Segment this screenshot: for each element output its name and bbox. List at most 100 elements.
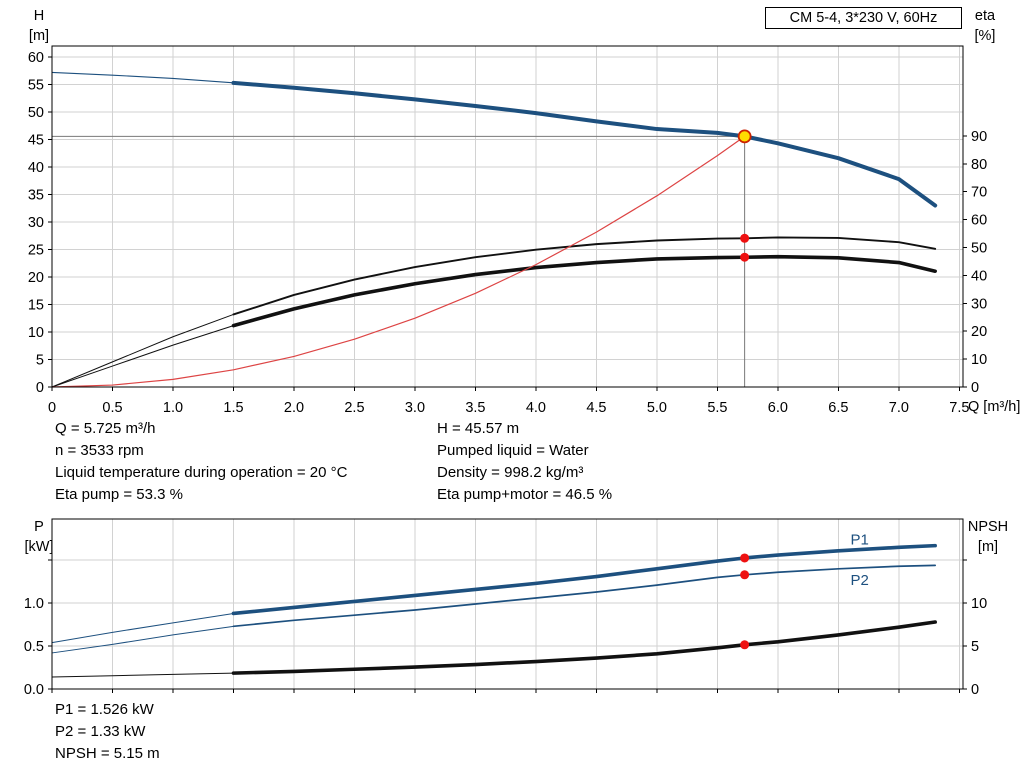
series-label-p1: P1 bbox=[850, 531, 868, 548]
x-tick-label: 6.0 bbox=[768, 400, 788, 416]
x-tick-label: 7.0 bbox=[889, 400, 909, 416]
y-left-tick-label: 0.5 bbox=[24, 639, 44, 655]
curve-eta-pump+motor bbox=[231, 254, 937, 328]
stat-head: H = 45.57 m bbox=[437, 420, 520, 437]
y-left-tick-label: 55 bbox=[28, 78, 44, 94]
y-right-tick-label: 40 bbox=[971, 268, 987, 284]
y-left-tick-label: 0 bbox=[36, 380, 44, 396]
stat-npsh: NPSH = 5.15 m bbox=[55, 745, 160, 762]
stat-eta-pump: Eta pump = 53.3 % bbox=[55, 486, 183, 503]
plot-frame bbox=[51, 518, 964, 690]
x-tick-label: 0.5 bbox=[102, 400, 122, 416]
y-left-tick-label: 0.0 bbox=[24, 682, 44, 698]
stat-p1: P1 = 1.526 kW bbox=[55, 701, 154, 718]
y-right-tick-label: 10 bbox=[971, 352, 987, 368]
x-tick-label: 1.0 bbox=[163, 400, 183, 416]
y-left-tick-label: 50 bbox=[28, 105, 44, 121]
curve-p1 bbox=[51, 612, 234, 644]
plot-frame bbox=[51, 45, 964, 388]
y-left-tick-label: 1.0 bbox=[24, 596, 44, 612]
y-left-tick-label: 25 bbox=[28, 243, 44, 259]
stat-speed: n = 3533 rpm bbox=[55, 442, 144, 459]
y-right-tick-label: 60 bbox=[971, 213, 987, 229]
x-tick-label: 0 bbox=[48, 400, 56, 416]
stat-density: Density = 998.2 kg/m³ bbox=[437, 464, 584, 481]
marker-dot bbox=[740, 233, 750, 243]
y-axis-title-head-symbol: H bbox=[33, 8, 45, 24]
y-left-tick-label: 35 bbox=[28, 188, 44, 204]
y-axis-title-npsh-unit: [m] bbox=[977, 539, 999, 555]
curve-eta-pump+motor bbox=[51, 325, 234, 388]
curve-p2 bbox=[232, 564, 937, 628]
y-left-tick-label: 45 bbox=[28, 133, 44, 149]
y-axis-title-power: P [kW] bbox=[16, 517, 62, 557]
y-axis-title-head-unit: [m] bbox=[28, 28, 50, 44]
y-right-tick-label: 30 bbox=[971, 296, 987, 312]
curve-npsh bbox=[51, 672, 234, 678]
x-axis-title-flow: Q [m³/h] bbox=[968, 399, 1021, 415]
y-right-tick-label: 80 bbox=[971, 157, 987, 173]
y-left-tick-label: 60 bbox=[28, 50, 44, 66]
marker-dot bbox=[740, 252, 750, 262]
series-label-p2: P2 bbox=[850, 572, 868, 589]
x-tick-label: 2.0 bbox=[284, 400, 304, 416]
y-left-tick-label: 5 bbox=[36, 353, 44, 369]
duty-point-marker bbox=[737, 129, 752, 144]
x-tick-label: 7.5 bbox=[949, 400, 969, 416]
y-right-tick-label: 70 bbox=[971, 185, 987, 201]
y-axis-title-npsh: NPSH [m] bbox=[960, 517, 1016, 557]
stat-flow: Q = 5.725 m³/h bbox=[55, 420, 156, 437]
y-right-tick-label: 5 bbox=[971, 639, 979, 655]
y-axis-title-power-unit: [kW] bbox=[24, 539, 54, 555]
curve-p2 bbox=[51, 625, 234, 654]
x-tick-label: 1.5 bbox=[223, 400, 243, 416]
y-axis-title-head: H [m] bbox=[18, 6, 60, 46]
stat-eta-pump-motor: Eta pump+motor = 46.5 % bbox=[437, 486, 613, 503]
x-tick-label: 3.5 bbox=[465, 400, 485, 416]
curve-system-curve bbox=[51, 135, 746, 388]
x-tick-label: 4.0 bbox=[526, 400, 546, 416]
curve-eta-pump bbox=[51, 313, 234, 388]
power-npsh-chart: P1 P2 0.0 0.5 1.0 0 5 10 bbox=[24, 518, 987, 698]
y-axis-title-power-symbol: P bbox=[34, 519, 44, 535]
curve-qh-curve bbox=[51, 71, 235, 84]
stat-p2: P2 = 1.33 kW bbox=[55, 723, 146, 740]
duty-stats-right-column: H = 45.57 m Pumped liquid = Water Densit… bbox=[437, 418, 612, 506]
y-right-tick-label: 90 bbox=[971, 129, 987, 145]
x-tick-label: 5.5 bbox=[707, 400, 727, 416]
stat-pumped-liquid: Pumped liquid = Water bbox=[437, 442, 589, 459]
marker-dot bbox=[740, 570, 750, 580]
y-left-tick-label: 10 bbox=[28, 325, 44, 341]
x-tick-label: 5.0 bbox=[647, 400, 667, 416]
marker-dot bbox=[740, 553, 750, 563]
y-left-tick-label: 40 bbox=[28, 160, 44, 176]
curve-p1 bbox=[231, 543, 937, 616]
y-right-tick-label: 20 bbox=[971, 324, 987, 340]
y-left-tick-label: 15 bbox=[28, 298, 44, 314]
y-axis-title-eta-unit: [%] bbox=[974, 28, 996, 44]
power-stats-column: P1 = 1.526 kW P2 = 1.33 kW NPSH = 5.15 m bbox=[55, 699, 160, 765]
y-left-tick-label: 20 bbox=[28, 270, 44, 286]
pump-model-box: CM 5-4, 3*230 V, 60Hz bbox=[765, 7, 962, 29]
x-tick-label: 3.0 bbox=[405, 400, 425, 416]
x-tick-label: 6.5 bbox=[828, 400, 848, 416]
curve-npsh bbox=[231, 620, 937, 675]
y-right-tick-label: 0 bbox=[971, 380, 979, 396]
marker-dot bbox=[740, 640, 750, 650]
curve-qh-curve bbox=[231, 80, 938, 208]
duty-stats-left-column: Q = 5.725 m³/h n = 3533 rpm Liquid tempe… bbox=[55, 418, 347, 506]
y-left-tick-label: 30 bbox=[28, 215, 44, 231]
x-tick-label: 4.5 bbox=[586, 400, 606, 416]
y-right-tick-label: 0 bbox=[971, 682, 979, 698]
stat-liquid-temperature: Liquid temperature during operation = 20… bbox=[55, 464, 348, 481]
qh-eta-chart: 0 0.5 1.0 1.5 2.0 2.5 3.0 3.5 4.0 4.5 5.0 5.5 6.0 6.5… bbox=[28, 45, 987, 416]
curve-eta-pump bbox=[232, 236, 937, 316]
y-axis-title-npsh-symbol: NPSH bbox=[967, 519, 1009, 535]
y-axis-title-eta: eta [%] bbox=[962, 6, 1008, 46]
x-tick-label: 2.5 bbox=[344, 400, 364, 416]
y-right-tick-label: 10 bbox=[971, 596, 987, 612]
y-axis-title-eta-symbol: eta bbox=[974, 8, 996, 24]
y-right-tick-label: 50 bbox=[971, 240, 987, 256]
